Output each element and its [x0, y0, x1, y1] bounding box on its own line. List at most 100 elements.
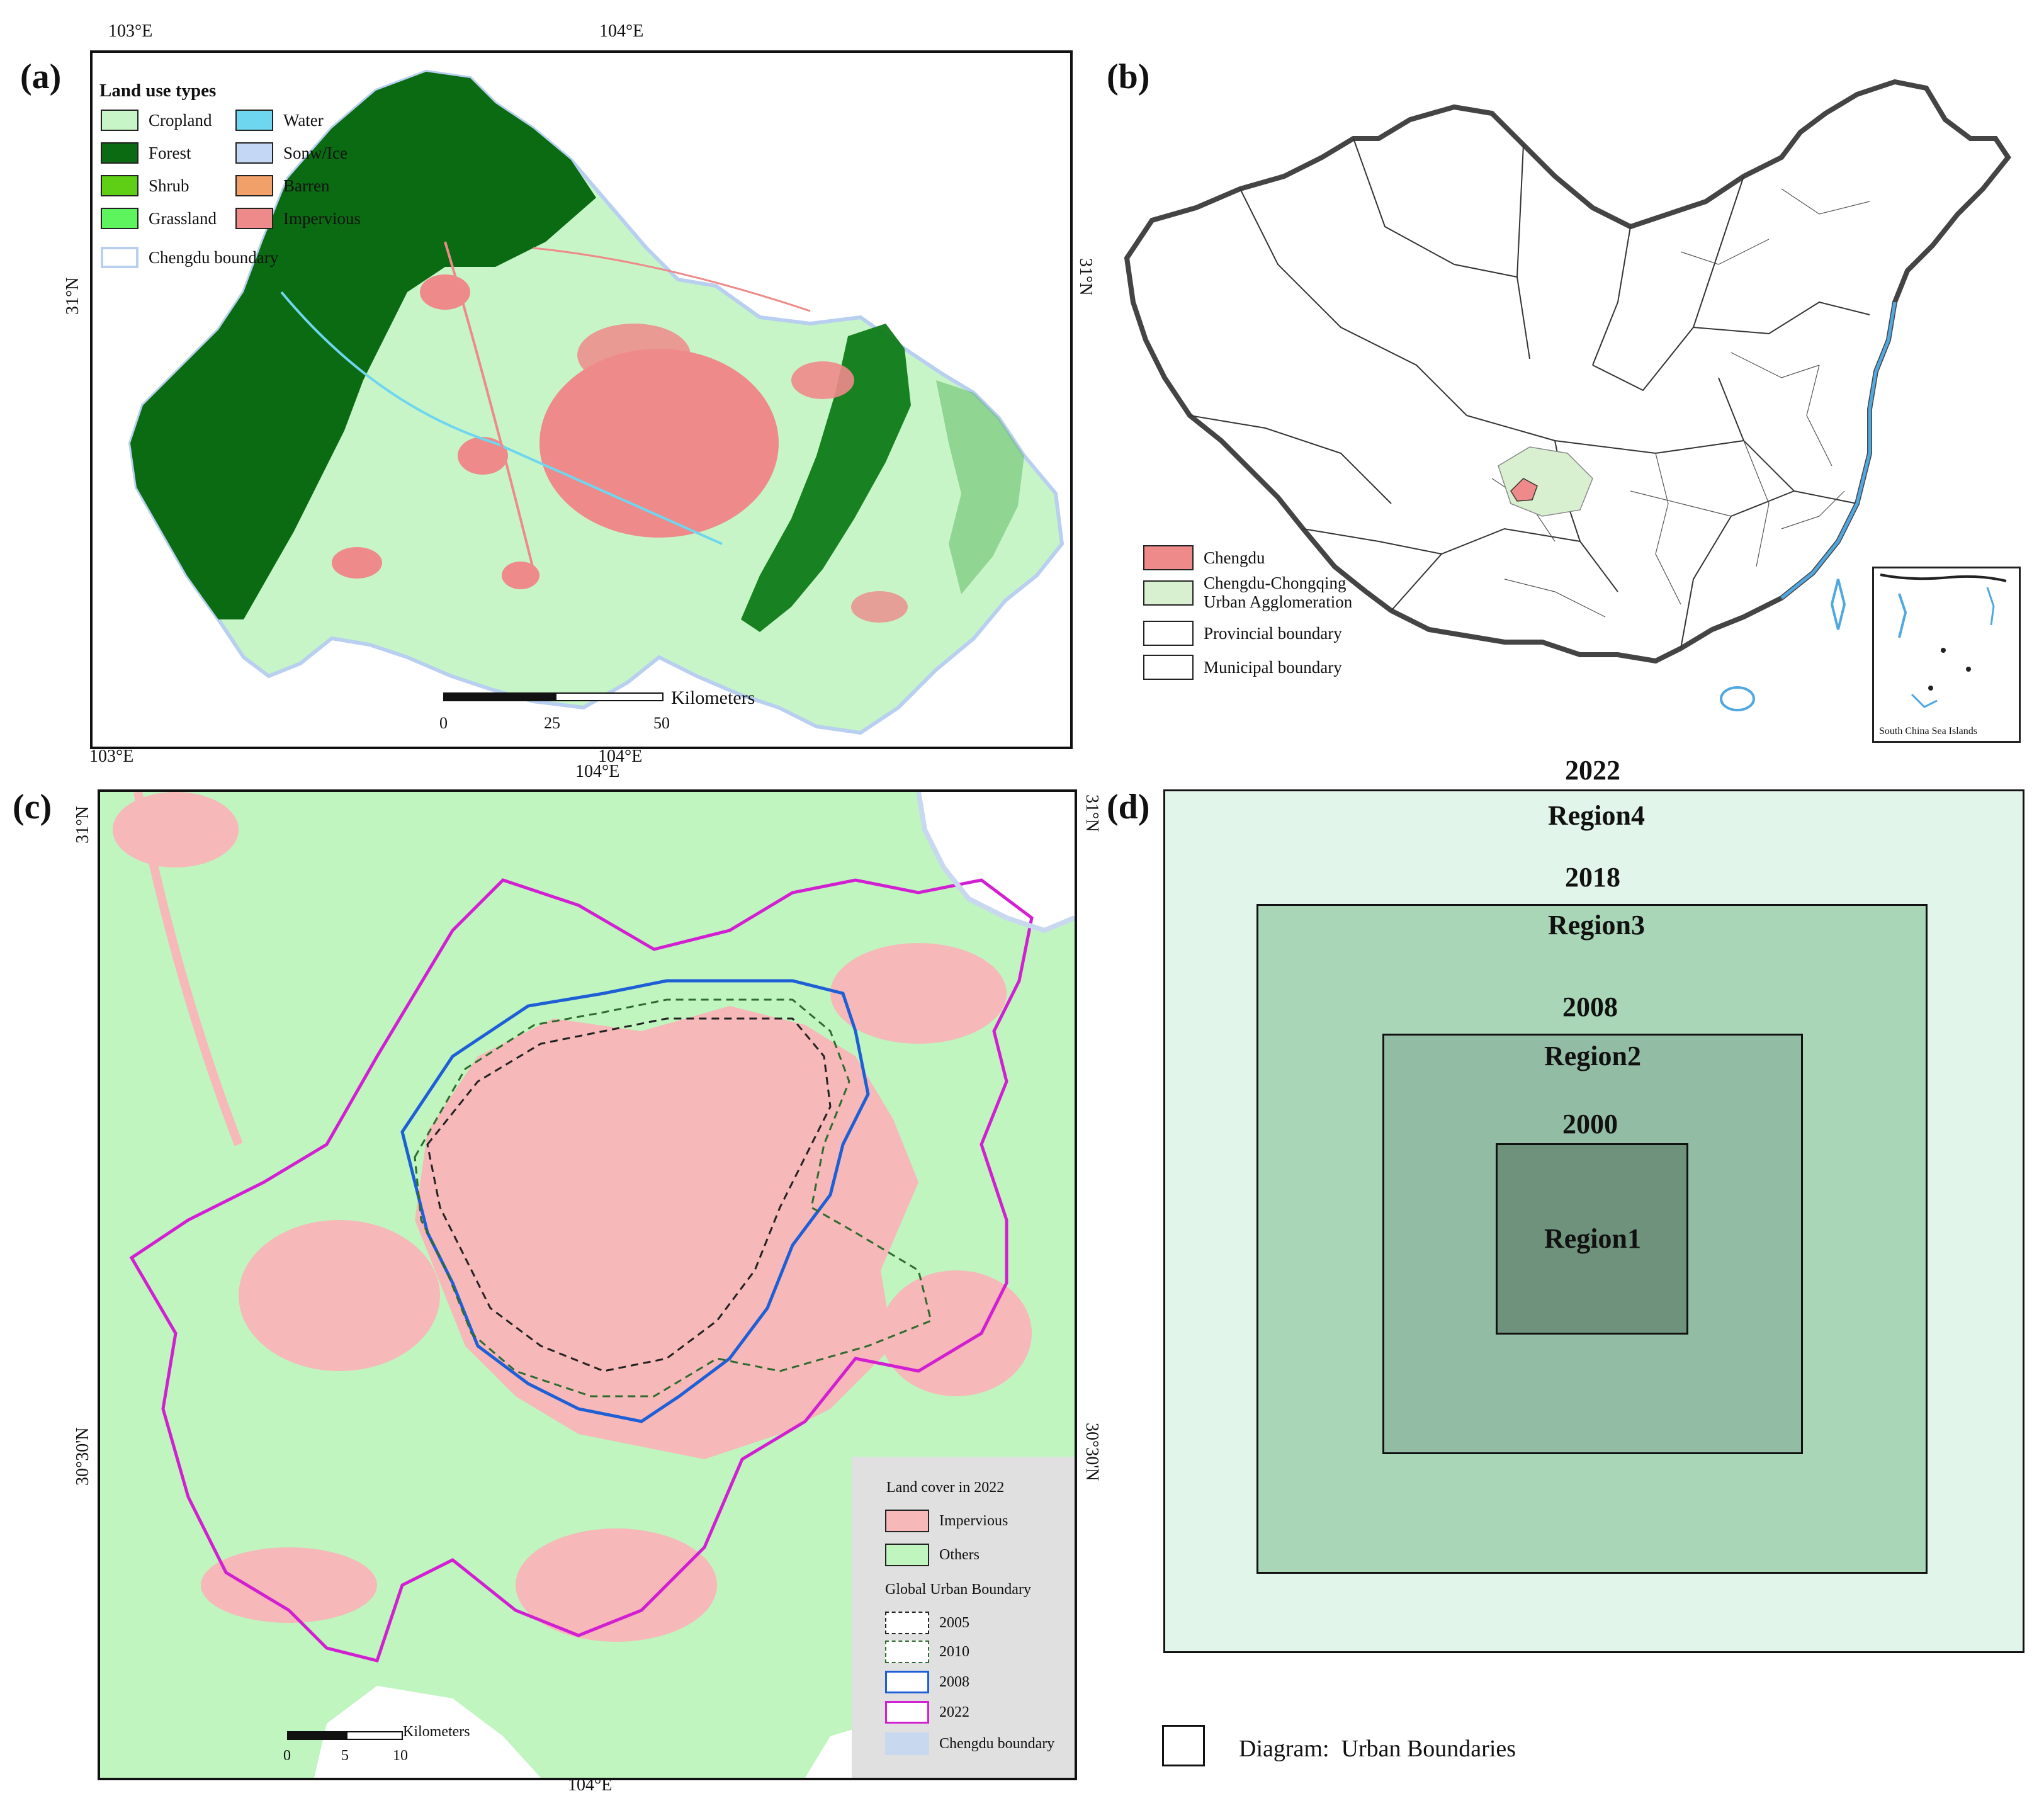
impervious-nw-cluster [113, 792, 239, 867]
c-legend-2010-label: 2010 [939, 1643, 969, 1660]
a-scale-50: 50 [653, 714, 670, 732]
a-top-tick-103: 103°E [108, 21, 153, 41]
white-outside-ne [918, 792, 1075, 930]
boundary-2022 [129, 878, 1034, 1663]
panel-d-label: (d) [1107, 788, 1150, 827]
c-legend-title1: Land cover in 2022 [886, 1479, 1005, 1496]
swatch-c-chengdu-boundary [885, 1732, 929, 1755]
a-top-tick-104: 104°E [599, 21, 644, 41]
china-outline [1124, 79, 2011, 664]
c-legend-chengdu-boundary-label: Chengdu boundary [939, 1735, 1055, 1752]
boundary-2005 [426, 1017, 832, 1372]
a-legend-snow-label: Sonw/Ice [283, 143, 347, 162]
panel-b-label: (b) [1107, 57, 1150, 96]
swatch-2010 [885, 1641, 929, 1663]
impervious-s-cluster [516, 1528, 717, 1642]
impervious-north [577, 324, 691, 387]
d-year-2022: 2022 [1565, 755, 1620, 786]
swatch-c-others [885, 1544, 929, 1566]
impervious-east [791, 361, 854, 399]
road-line [444, 241, 534, 570]
swatch-2008 [885, 1671, 929, 1693]
water-river [280, 291, 723, 545]
a-scale-0: 0 [439, 714, 448, 732]
c-scale-0: 0 [283, 1748, 291, 1764]
c-legend-2022: 2022 [885, 1701, 969, 1724]
b-legend-agglomeration: Chengdu-Chongqing Urban Agglomeration [1143, 573, 1353, 611]
white-outside-s [314, 1686, 541, 1778]
d-year-2018: 2018 [1565, 862, 1620, 893]
taiwan-island [1830, 579, 1846, 630]
impervious-west-cluster [239, 1220, 440, 1371]
impervious-sw [332, 547, 382, 579]
chengdu-region [1510, 478, 1538, 502]
panel-a-map [90, 50, 1073, 749]
d-region4-label: Region4 [1548, 800, 1645, 831]
c-legend-chengdu-boundary: Chengdu boundary [885, 1732, 1054, 1755]
c-legend-2008: 2008 [885, 1671, 969, 1693]
swatch-agglomeration [1143, 580, 1194, 606]
b-legend-agglomeration-label: Chengdu-Chongqing Urban Agglomeration [1204, 573, 1353, 611]
c-left-tick-3030: 30°30'N [73, 1427, 93, 1486]
c-legend-others: Others [885, 1544, 980, 1566]
impervious-south [502, 562, 539, 589]
road-diagonal [133, 792, 243, 1146]
swatch-grassland [101, 208, 138, 229]
a-legend-cropland-label: Cropland [149, 110, 212, 130]
swatch-shrub [101, 175, 138, 196]
impervious-east-cluster [881, 1270, 1032, 1396]
a-legend-forest-label: Forest [149, 143, 191, 162]
swatch-provincial [1143, 621, 1194, 646]
a-legend: Land use types [99, 81, 389, 282]
d-caption-box [1162, 1725, 1205, 1766]
b-legend-chengdu: Chengdu [1143, 545, 1265, 570]
c-legend-impervious: Impervious [885, 1510, 1008, 1532]
swatch-snow [235, 142, 273, 164]
a-legend-grassland: Grassland [101, 208, 217, 229]
c-scale-10: 10 [393, 1748, 408, 1764]
a-legend-boundary-label: Chengdu boundary [149, 247, 279, 267]
c-scale-seg-2 [346, 1731, 403, 1740]
c-legend-others-label: Others [939, 1546, 980, 1563]
a-scale-seg-1 [443, 692, 556, 701]
a-legend-forest: Forest [101, 142, 191, 164]
a-scale-seg-2 [555, 692, 663, 701]
forest-southeast [936, 380, 1024, 594]
a-bottom-tick-104: 104°E [598, 747, 643, 766]
province-lines [1189, 138, 1870, 649]
a-legend-barren: Barren [235, 175, 329, 196]
c-scale-seg-1 [287, 1731, 347, 1740]
swatch-2005 [885, 1612, 929, 1634]
hainan-island [1720, 686, 1755, 711]
d-region2-label: Region2 [1544, 1041, 1641, 1071]
a-legend-water-label: Water [283, 110, 324, 130]
municipal-lines [1491, 188, 1870, 618]
swatch-c-impervious [885, 1510, 929, 1532]
d-region3-label: Region3 [1548, 910, 1645, 940]
a-legend-impervious: Impervious [235, 208, 361, 229]
b-legend-chengdu-label: Chengdu [1204, 548, 1265, 567]
a-legend-shrub: Shrub [101, 175, 189, 196]
swatch-forest [101, 142, 138, 164]
swatch-cropland [101, 110, 138, 131]
impervious-sw-cluster [201, 1547, 377, 1623]
south-china-sea-inset: South China Sea Islands [1872, 567, 2021, 743]
a-bottom-tick-103: 103°E [89, 747, 134, 766]
swatch-chengdu-boundary [101, 247, 138, 268]
swatch-water [235, 110, 273, 131]
impervious-far-east [851, 591, 908, 623]
c-scale-5: 5 [341, 1748, 349, 1764]
c-right-tick-3030: 30°30'N [1082, 1423, 1102, 1481]
a-legend-water: Water [235, 110, 324, 131]
chengdu-boundary-edge [916, 792, 1075, 934]
a-legend-shrub-label: Shrub [149, 176, 189, 195]
panel-a-label: (a) [20, 57, 62, 96]
panel-c-label: (c) [13, 788, 52, 827]
road-line-2 [533, 247, 811, 312]
b-legend-municipal: Municipal boundary [1143, 655, 1342, 680]
a-left-tick: 31°N [63, 277, 82, 315]
c-top-tick: 104°E [575, 762, 620, 781]
swatch-barren [235, 175, 273, 196]
swatch-municipal [1143, 655, 1194, 680]
a-scale-unit: Kilometers [671, 687, 755, 708]
